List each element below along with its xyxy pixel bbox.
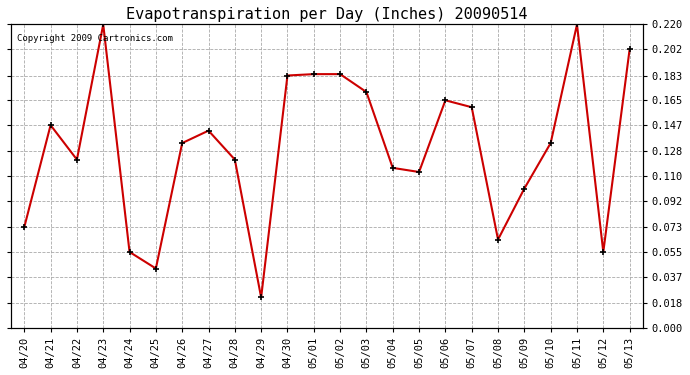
Text: Copyright 2009 Cartronics.com: Copyright 2009 Cartronics.com	[17, 34, 173, 43]
Title: Evapotranspiration per Day (Inches) 20090514: Evapotranspiration per Day (Inches) 2009…	[126, 7, 528, 22]
